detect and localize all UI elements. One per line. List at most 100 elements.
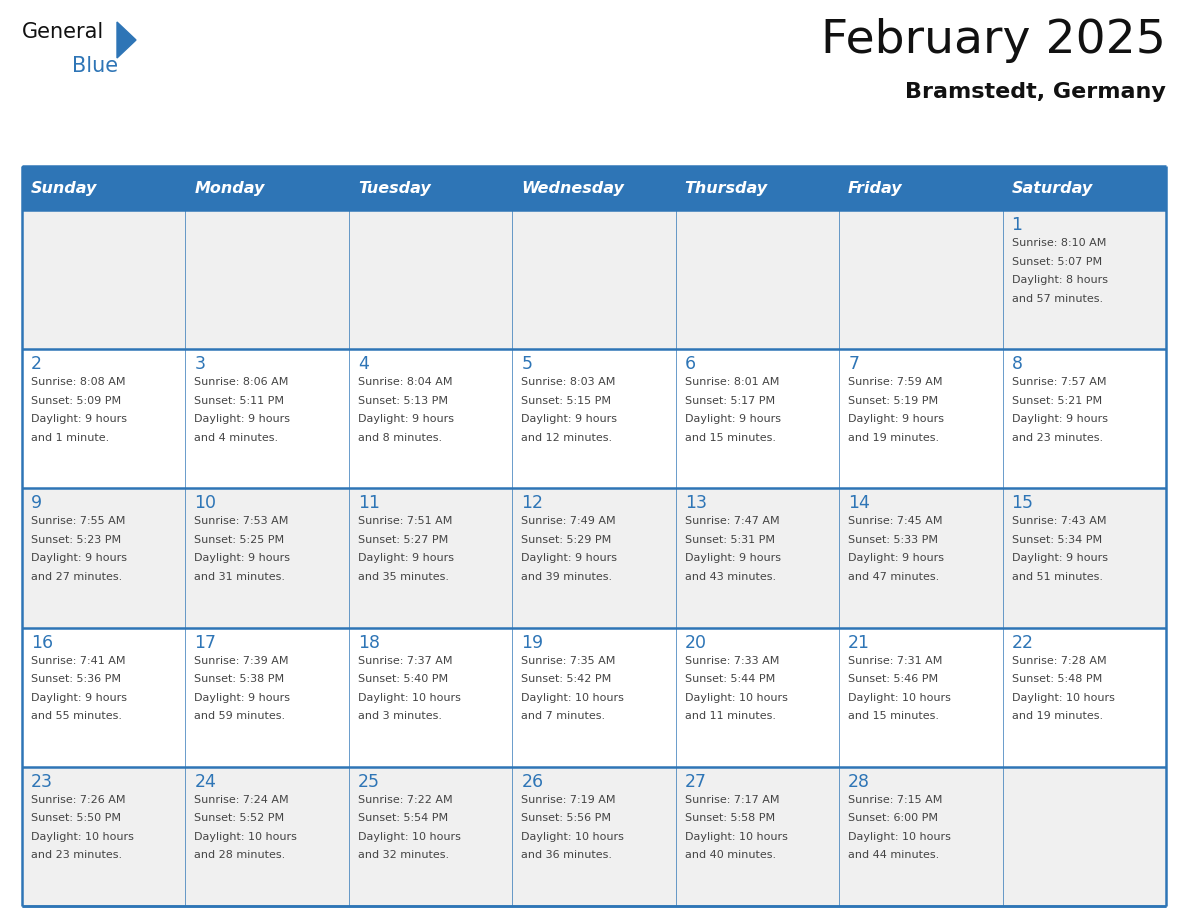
Text: 28: 28 [848, 773, 870, 790]
Bar [1003, 488, 1165, 628]
Text: Daylight: 9 hours: Daylight: 9 hours [31, 692, 127, 702]
Text: Sunset: 5:36 PM: Sunset: 5:36 PM [31, 674, 121, 684]
Text: Sunday: Sunday [31, 181, 97, 196]
Bar [676, 628, 839, 767]
Text: Daylight: 9 hours: Daylight: 9 hours [522, 554, 618, 564]
Text: Tuesday: Tuesday [358, 181, 430, 196]
Text: 2: 2 [31, 355, 42, 374]
Text: 10: 10 [195, 495, 216, 512]
Bar [349, 628, 512, 767]
Text: Daylight: 9 hours: Daylight: 9 hours [358, 414, 454, 424]
Text: February 2025: February 2025 [821, 18, 1165, 63]
Text: Sunset: 5:23 PM: Sunset: 5:23 PM [31, 535, 121, 545]
Bar [512, 628, 676, 767]
Text: Daylight: 10 hours: Daylight: 10 hours [848, 832, 952, 842]
Bar [23, 349, 185, 488]
Text: and 40 minutes.: and 40 minutes. [684, 850, 776, 860]
Text: Daylight: 9 hours: Daylight: 9 hours [31, 414, 127, 424]
Text: Daylight: 9 hours: Daylight: 9 hours [848, 414, 944, 424]
Text: Daylight: 9 hours: Daylight: 9 hours [195, 554, 290, 564]
Text: Sunrise: 7:51 AM: Sunrise: 7:51 AM [358, 517, 453, 526]
Text: Sunrise: 7:59 AM: Sunrise: 7:59 AM [848, 377, 942, 387]
Text: 18: 18 [358, 633, 380, 652]
Text: and 15 minutes.: and 15 minutes. [684, 432, 776, 442]
Text: Daylight: 9 hours: Daylight: 9 hours [522, 414, 618, 424]
Text: Sunset: 5:17 PM: Sunset: 5:17 PM [684, 396, 775, 406]
Text: Sunrise: 7:55 AM: Sunrise: 7:55 AM [31, 517, 126, 526]
Text: Sunset: 5:13 PM: Sunset: 5:13 PM [358, 396, 448, 406]
Text: Sunrise: 7:22 AM: Sunrise: 7:22 AM [358, 795, 453, 805]
Text: Daylight: 10 hours: Daylight: 10 hours [522, 832, 624, 842]
Text: Sunset: 5:33 PM: Sunset: 5:33 PM [848, 535, 939, 545]
Text: Blue: Blue [72, 56, 118, 76]
Text: Daylight: 10 hours: Daylight: 10 hours [195, 832, 297, 842]
Text: 4: 4 [358, 355, 368, 374]
Bar [839, 166, 1003, 210]
Text: 15: 15 [1011, 495, 1034, 512]
Text: and 11 minutes.: and 11 minutes. [684, 711, 776, 722]
Text: Sunrise: 8:04 AM: Sunrise: 8:04 AM [358, 377, 453, 387]
Text: Daylight: 9 hours: Daylight: 9 hours [1011, 554, 1107, 564]
Bar [512, 210, 676, 349]
Bar [185, 767, 349, 906]
Bar [676, 166, 839, 210]
Text: and 19 minutes.: and 19 minutes. [1011, 711, 1102, 722]
Text: and 19 minutes.: and 19 minutes. [848, 432, 940, 442]
Text: Daylight: 10 hours: Daylight: 10 hours [848, 692, 952, 702]
Text: and 12 minutes.: and 12 minutes. [522, 432, 612, 442]
Bar [23, 767, 185, 906]
Text: Sunset: 5:40 PM: Sunset: 5:40 PM [358, 674, 448, 684]
Text: Sunrise: 8:10 AM: Sunrise: 8:10 AM [1011, 238, 1106, 248]
Text: Daylight: 9 hours: Daylight: 9 hours [684, 554, 781, 564]
Text: Sunrise: 7:33 AM: Sunrise: 7:33 AM [684, 655, 779, 666]
Bar [185, 210, 349, 349]
Text: 13: 13 [684, 495, 707, 512]
Text: Sunset: 5:56 PM: Sunset: 5:56 PM [522, 813, 612, 823]
Text: Daylight: 9 hours: Daylight: 9 hours [195, 692, 290, 702]
Text: Daylight: 9 hours: Daylight: 9 hours [358, 554, 454, 564]
Text: Sunset: 5:31 PM: Sunset: 5:31 PM [684, 535, 775, 545]
Bar [839, 488, 1003, 628]
Text: Sunrise: 7:43 AM: Sunrise: 7:43 AM [1011, 517, 1106, 526]
Bar [23, 488, 185, 628]
Text: and 31 minutes.: and 31 minutes. [195, 572, 285, 582]
Bar [1003, 166, 1165, 210]
Text: 27: 27 [684, 773, 707, 790]
Text: and 23 minutes.: and 23 minutes. [31, 850, 122, 860]
Text: Sunset: 5:38 PM: Sunset: 5:38 PM [195, 674, 285, 684]
Text: Sunrise: 7:24 AM: Sunrise: 7:24 AM [195, 795, 289, 805]
Text: and 47 minutes.: and 47 minutes. [848, 572, 940, 582]
Text: Sunrise: 7:28 AM: Sunrise: 7:28 AM [1011, 655, 1106, 666]
Text: and 35 minutes.: and 35 minutes. [358, 572, 449, 582]
Text: Sunrise: 8:06 AM: Sunrise: 8:06 AM [195, 377, 289, 387]
Text: Thursday: Thursday [684, 181, 767, 196]
Text: 22: 22 [1011, 633, 1034, 652]
Text: Sunset: 5:29 PM: Sunset: 5:29 PM [522, 535, 612, 545]
Text: Sunrise: 7:15 AM: Sunrise: 7:15 AM [848, 795, 942, 805]
Text: Daylight: 10 hours: Daylight: 10 hours [31, 832, 134, 842]
Text: Daylight: 10 hours: Daylight: 10 hours [1011, 692, 1114, 702]
Bar [512, 488, 676, 628]
Text: Wednesday: Wednesday [522, 181, 624, 196]
Text: Sunset: 5:44 PM: Sunset: 5:44 PM [684, 674, 775, 684]
Text: 3: 3 [195, 355, 206, 374]
Bar [1003, 767, 1165, 906]
Text: and 51 minutes.: and 51 minutes. [1011, 572, 1102, 582]
Text: 26: 26 [522, 773, 543, 790]
Text: Sunrise: 7:45 AM: Sunrise: 7:45 AM [848, 517, 942, 526]
Text: Bramstedt, Germany: Bramstedt, Germany [905, 82, 1165, 102]
Text: and 43 minutes.: and 43 minutes. [684, 572, 776, 582]
Text: Daylight: 8 hours: Daylight: 8 hours [1011, 275, 1107, 285]
Text: Sunrise: 7:49 AM: Sunrise: 7:49 AM [522, 517, 615, 526]
Bar [512, 767, 676, 906]
Text: Sunrise: 7:57 AM: Sunrise: 7:57 AM [1011, 377, 1106, 387]
Text: Sunset: 5:15 PM: Sunset: 5:15 PM [522, 396, 612, 406]
Text: Daylight: 9 hours: Daylight: 9 hours [848, 554, 944, 564]
Text: and 27 minutes.: and 27 minutes. [31, 572, 122, 582]
Text: Friday: Friday [848, 181, 903, 196]
Text: Sunset: 5:46 PM: Sunset: 5:46 PM [848, 674, 939, 684]
Text: 12: 12 [522, 495, 543, 512]
Text: Sunrise: 7:47 AM: Sunrise: 7:47 AM [684, 517, 779, 526]
Bar [185, 166, 349, 210]
Text: and 1 minute.: and 1 minute. [31, 432, 109, 442]
